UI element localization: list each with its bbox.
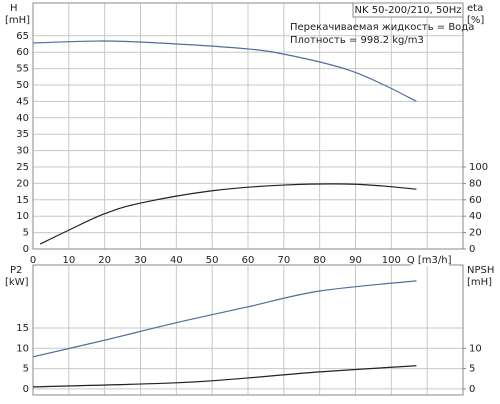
chart-title: NK 50-200/210, 50Hz xyxy=(355,5,462,16)
y2-tick-label: 40 xyxy=(469,211,482,222)
y-tick-label: 60 xyxy=(16,47,29,58)
y2-axis-label: NPSH xyxy=(467,265,494,276)
y-tick-label: 55 xyxy=(16,64,29,75)
x-tick-label: 50 xyxy=(206,255,219,266)
plot-frame xyxy=(32,2,464,250)
y2-tick-label: 0 xyxy=(469,384,475,395)
y-axis-label: P2 xyxy=(10,265,22,276)
y-tick-label: 0 xyxy=(23,384,29,395)
y-tick-label: 10 xyxy=(16,343,29,354)
x-tick-label: 40 xyxy=(170,255,183,266)
curve xyxy=(32,40,417,102)
x-tick-label: 90 xyxy=(349,255,362,266)
x-tick-label: 20 xyxy=(98,255,111,266)
annotation: Плотность = 998.2 kg/m3 xyxy=(290,35,424,46)
y-tick-label: 0 xyxy=(23,244,29,255)
y2-tick-label: 5 xyxy=(469,364,475,375)
annotation: Перекачиваемая жидкость = Вода xyxy=(290,22,474,33)
y2-tick-label: 10 xyxy=(469,343,482,354)
y-tick-label: 40 xyxy=(16,113,29,124)
y-tick-label: 50 xyxy=(16,80,29,91)
y-tick-label: 45 xyxy=(16,96,29,107)
x-label-bg xyxy=(411,253,450,266)
y-tick-label: 25 xyxy=(16,162,29,173)
y2-tick-label: 60 xyxy=(469,195,482,206)
curve xyxy=(32,365,417,388)
y-axis-unit: [kW] xyxy=(5,277,29,288)
y2-axis-unit: [mH] xyxy=(467,277,492,288)
y-tick-label: 15 xyxy=(16,323,29,334)
y-tick-label: 30 xyxy=(16,146,29,157)
x-tick-label: 100 xyxy=(382,255,401,266)
y2-tick-label: 0 xyxy=(469,244,475,255)
y2-tick-label: 100 xyxy=(469,162,488,173)
x-tick-label: 0 xyxy=(30,255,36,266)
curve xyxy=(32,280,417,358)
y2-tick-label: 20 xyxy=(469,228,482,239)
y2-tick-label: 80 xyxy=(469,178,482,189)
x-axis-label: Q [m3/h] xyxy=(407,255,452,266)
x-tick-label: 10 xyxy=(62,255,75,266)
x-tick-label: 80 xyxy=(313,255,326,266)
x-tick-label: 30 xyxy=(134,255,147,266)
y-tick-label: 15 xyxy=(16,195,29,206)
x-tick-label: 60 xyxy=(242,255,255,266)
x-tick-label: 70 xyxy=(277,255,290,266)
y-tick-label: 20 xyxy=(16,178,29,189)
title-box xyxy=(352,2,464,18)
y-tick-label: 10 xyxy=(16,211,29,222)
y-tick-label: 5 xyxy=(23,364,29,375)
curve xyxy=(39,183,417,245)
y-tick-label: 5 xyxy=(23,228,29,239)
plot-frame xyxy=(32,264,464,396)
y-axis-label: H xyxy=(10,3,18,14)
y-tick-label: 65 xyxy=(16,31,29,42)
y-axis-unit: [mH] xyxy=(5,15,30,26)
y-tick-label: 35 xyxy=(16,129,29,140)
y2-axis-label: eta xyxy=(467,3,483,14)
y2-axis-unit: [%] xyxy=(467,15,484,26)
